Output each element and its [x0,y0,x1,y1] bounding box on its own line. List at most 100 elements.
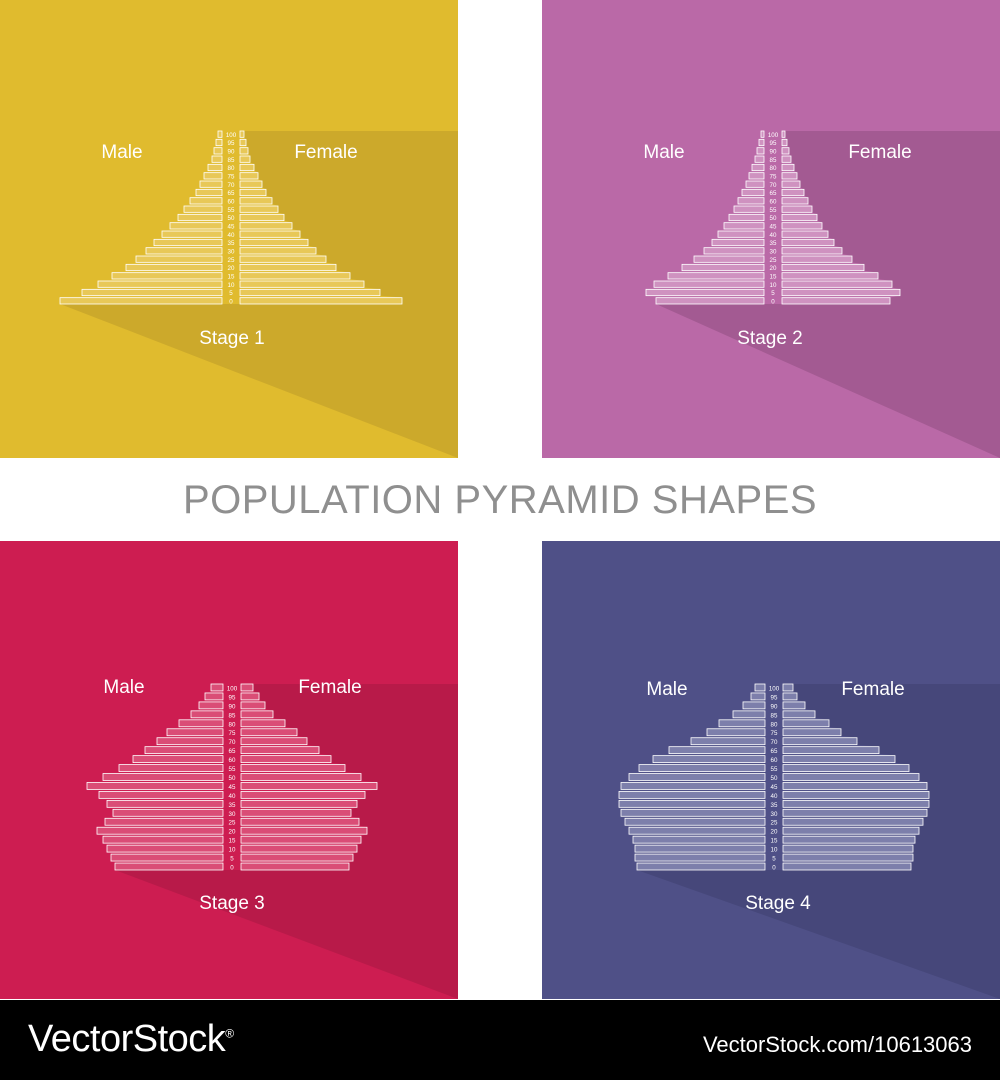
male-bar [102,773,224,781]
male-bar [751,163,765,172]
female-bar [240,710,274,719]
male-bar [706,728,766,737]
female-bar [240,808,352,817]
male-bar [758,138,765,147]
male-bar [215,138,223,147]
male-bar [620,808,766,817]
female-bar [240,817,360,826]
male-label: Male [646,679,688,700]
age-tick-label: 30 [229,811,236,818]
age-tick-label: 100 [226,132,237,139]
age-tick-label: 65 [228,190,235,197]
male-bar [199,180,223,188]
age-tick-label: 85 [228,157,235,164]
male-bar [198,701,224,710]
female-bar [782,826,920,835]
male-bar [618,791,766,799]
female-bar [782,719,830,728]
age-tick-label: 85 [229,712,236,719]
age-tick-label: 55 [228,207,235,214]
female-bar [782,683,794,692]
female-bar [239,163,255,172]
age-tick-label: 65 [771,748,778,755]
female-bar [240,799,358,808]
page-title: POPULATION PYRAMID SHAPES [182,478,818,522]
male-label: Male [103,677,145,698]
male-bar [97,280,223,288]
female-bar [782,773,920,781]
age-tick-label: 0 [229,299,233,306]
male-bar [620,782,766,790]
male-bar [741,188,765,197]
female-bar [781,238,835,247]
female-label: Female [841,679,905,700]
female-bar [781,230,829,238]
female-bar [781,288,901,297]
male-bar [638,764,766,772]
male-bar [59,297,223,305]
age-tick-label: 60 [771,757,778,764]
age-tick-label: 70 [228,182,235,189]
stage-label: Stage 1 [199,328,265,349]
female-bar [239,263,337,272]
male-bar [717,230,765,238]
male-bar [211,155,223,163]
age-tick-label: 75 [770,174,777,181]
female-bar [782,701,806,710]
female-bar [781,155,792,163]
male-bar [210,683,224,692]
age-tick-label: 40 [771,793,778,800]
female-bar [781,255,853,263]
brand-name: VectorStock [28,1018,226,1060]
age-tick-label: 25 [229,820,236,827]
age-tick-label: 25 [770,257,777,264]
registered-mark: ® [225,1026,234,1041]
male-bar [745,180,765,188]
female-bar [239,222,293,230]
age-tick-label: 15 [229,838,236,845]
male-bar [703,247,765,255]
pyramid-chart-stage-4: 1009590858075706560555045403530252015105… [542,541,1000,999]
female-bar [239,247,317,255]
male-bar [102,835,224,844]
male-bar [145,247,223,255]
age-tick-label: 30 [771,811,778,818]
female-bar [782,808,928,817]
age-tick-label: 90 [229,703,236,710]
female-bar [782,764,910,772]
female-bar [239,205,279,213]
female-bar [239,188,267,197]
male-bar [86,782,224,790]
female-bar [781,263,865,272]
age-tick-label: 25 [771,820,778,827]
age-tick-label: 55 [229,766,236,773]
stage-label: Stage 4 [745,893,811,914]
age-tick-label: 35 [229,802,236,809]
male-bar [728,213,765,222]
age-tick-label: 5 [772,856,776,863]
age-tick-label: 70 [229,739,236,746]
female-bar [239,147,249,155]
male-bar [112,808,224,817]
female-bar [240,683,254,692]
age-tick-label: 65 [229,748,236,755]
male-bar [652,755,766,763]
female-bar [782,844,914,853]
pyramid-chart-stage-3: 1009590858075706560555045403530252015105… [0,541,458,999]
male-bar [681,263,765,272]
female-bar [781,130,786,138]
female-bar [240,844,358,853]
male-bar [732,710,766,719]
age-tick-label: 0 [771,299,775,306]
female-label: Female [294,142,358,163]
age-tick-label: 35 [771,802,778,809]
male-bar [189,197,223,205]
male-bar [693,255,765,263]
male-bar [135,255,223,263]
pyramid-chart-stage-1: 1009590858075706560555045403530252015105… [0,0,458,458]
male-bar [106,799,224,808]
male-bar [750,692,766,701]
age-tick-label: 30 [770,249,777,256]
female-bar [240,737,308,746]
male-bar [195,188,223,197]
